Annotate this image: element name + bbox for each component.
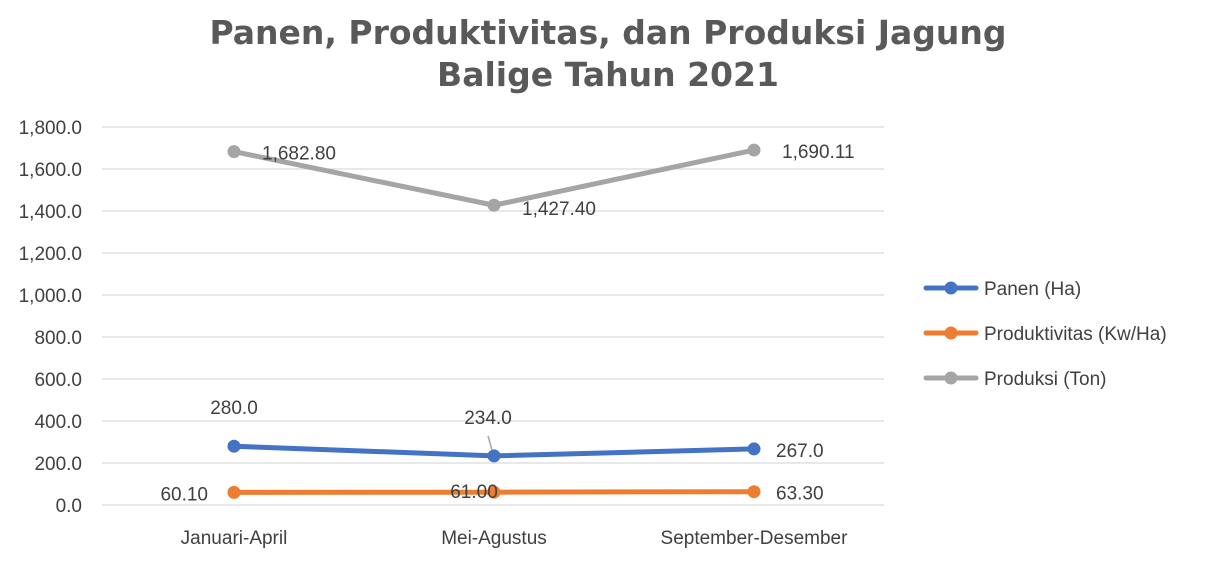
chart-title-line-1: Panen, Produktivitas, dan Produksi Jagun… xyxy=(209,13,1006,52)
data-label: 280.0 xyxy=(210,398,258,419)
data-label: 1,682.80 xyxy=(262,144,336,165)
data-label-leader xyxy=(487,435,493,451)
data-label: 1,427.40 xyxy=(522,199,596,220)
data-point xyxy=(487,198,501,212)
y-tick-label: 1,600.0 xyxy=(19,160,82,181)
legend-label: Produktivitas (Kw/Ha) xyxy=(984,324,1167,345)
legend-label: Panen (Ha) xyxy=(984,279,1081,300)
y-tick-label: 1,000.0 xyxy=(19,286,82,307)
legend-marker xyxy=(944,281,958,295)
y-tick-label: 0.0 xyxy=(56,496,82,517)
x-axis-categories: Januari-April Mei-Agustus September-Desemb… xyxy=(181,528,848,549)
data-label: 63.30 xyxy=(776,484,824,505)
chart-title-line-2: Balige Tahun 2021 xyxy=(437,55,779,94)
y-tick-label: 400.0 xyxy=(34,412,82,433)
data-point xyxy=(747,485,761,499)
legend-marker xyxy=(944,326,958,340)
x-category-label: Januari-April xyxy=(181,528,288,549)
legend-marker xyxy=(944,371,958,385)
data-point xyxy=(747,143,761,157)
y-tick-label: 1,200.0 xyxy=(19,244,82,265)
y-tick-label: 800.0 xyxy=(34,328,82,349)
y-tick-label: 200.0 xyxy=(34,454,82,475)
data-point xyxy=(487,449,501,463)
y-tick-label: 600.0 xyxy=(34,370,82,391)
data-point xyxy=(227,485,241,499)
data-label: 234.0 xyxy=(464,408,512,429)
legend: Panen (Ha) Produktivitas (Kw/Ha) Produksi … xyxy=(923,279,1167,390)
y-axis-ticks: 0.0 200.0 400.0 600.0 800.0 1,000.0 1,200.0 1,4… xyxy=(19,118,82,517)
data-point xyxy=(227,145,241,159)
data-label: 60.10 xyxy=(160,484,208,505)
data-point xyxy=(747,442,761,456)
y-tick-label: 1,800.0 xyxy=(19,118,82,139)
data-point xyxy=(227,439,241,453)
data-label: 61.00 xyxy=(450,482,498,503)
series-lines xyxy=(227,143,761,499)
chart-title: Panen, Produktivitas, dan Produksi Jagun… xyxy=(209,13,1006,94)
data-point xyxy=(487,485,501,499)
y-tick-label: 1,400.0 xyxy=(19,202,82,223)
x-category-label: Mei-Agustus xyxy=(441,528,547,549)
data-labels: 280.0 234.0 267.0 60.10 61.00 63.30 1,682.80 1,… xyxy=(160,142,854,505)
data-label: 1,690.11 xyxy=(782,142,855,163)
data-label: 267.0 xyxy=(776,441,824,462)
x-category-label: September-Desember xyxy=(661,528,849,549)
legend-label: Produksi (Ton) xyxy=(984,369,1107,390)
